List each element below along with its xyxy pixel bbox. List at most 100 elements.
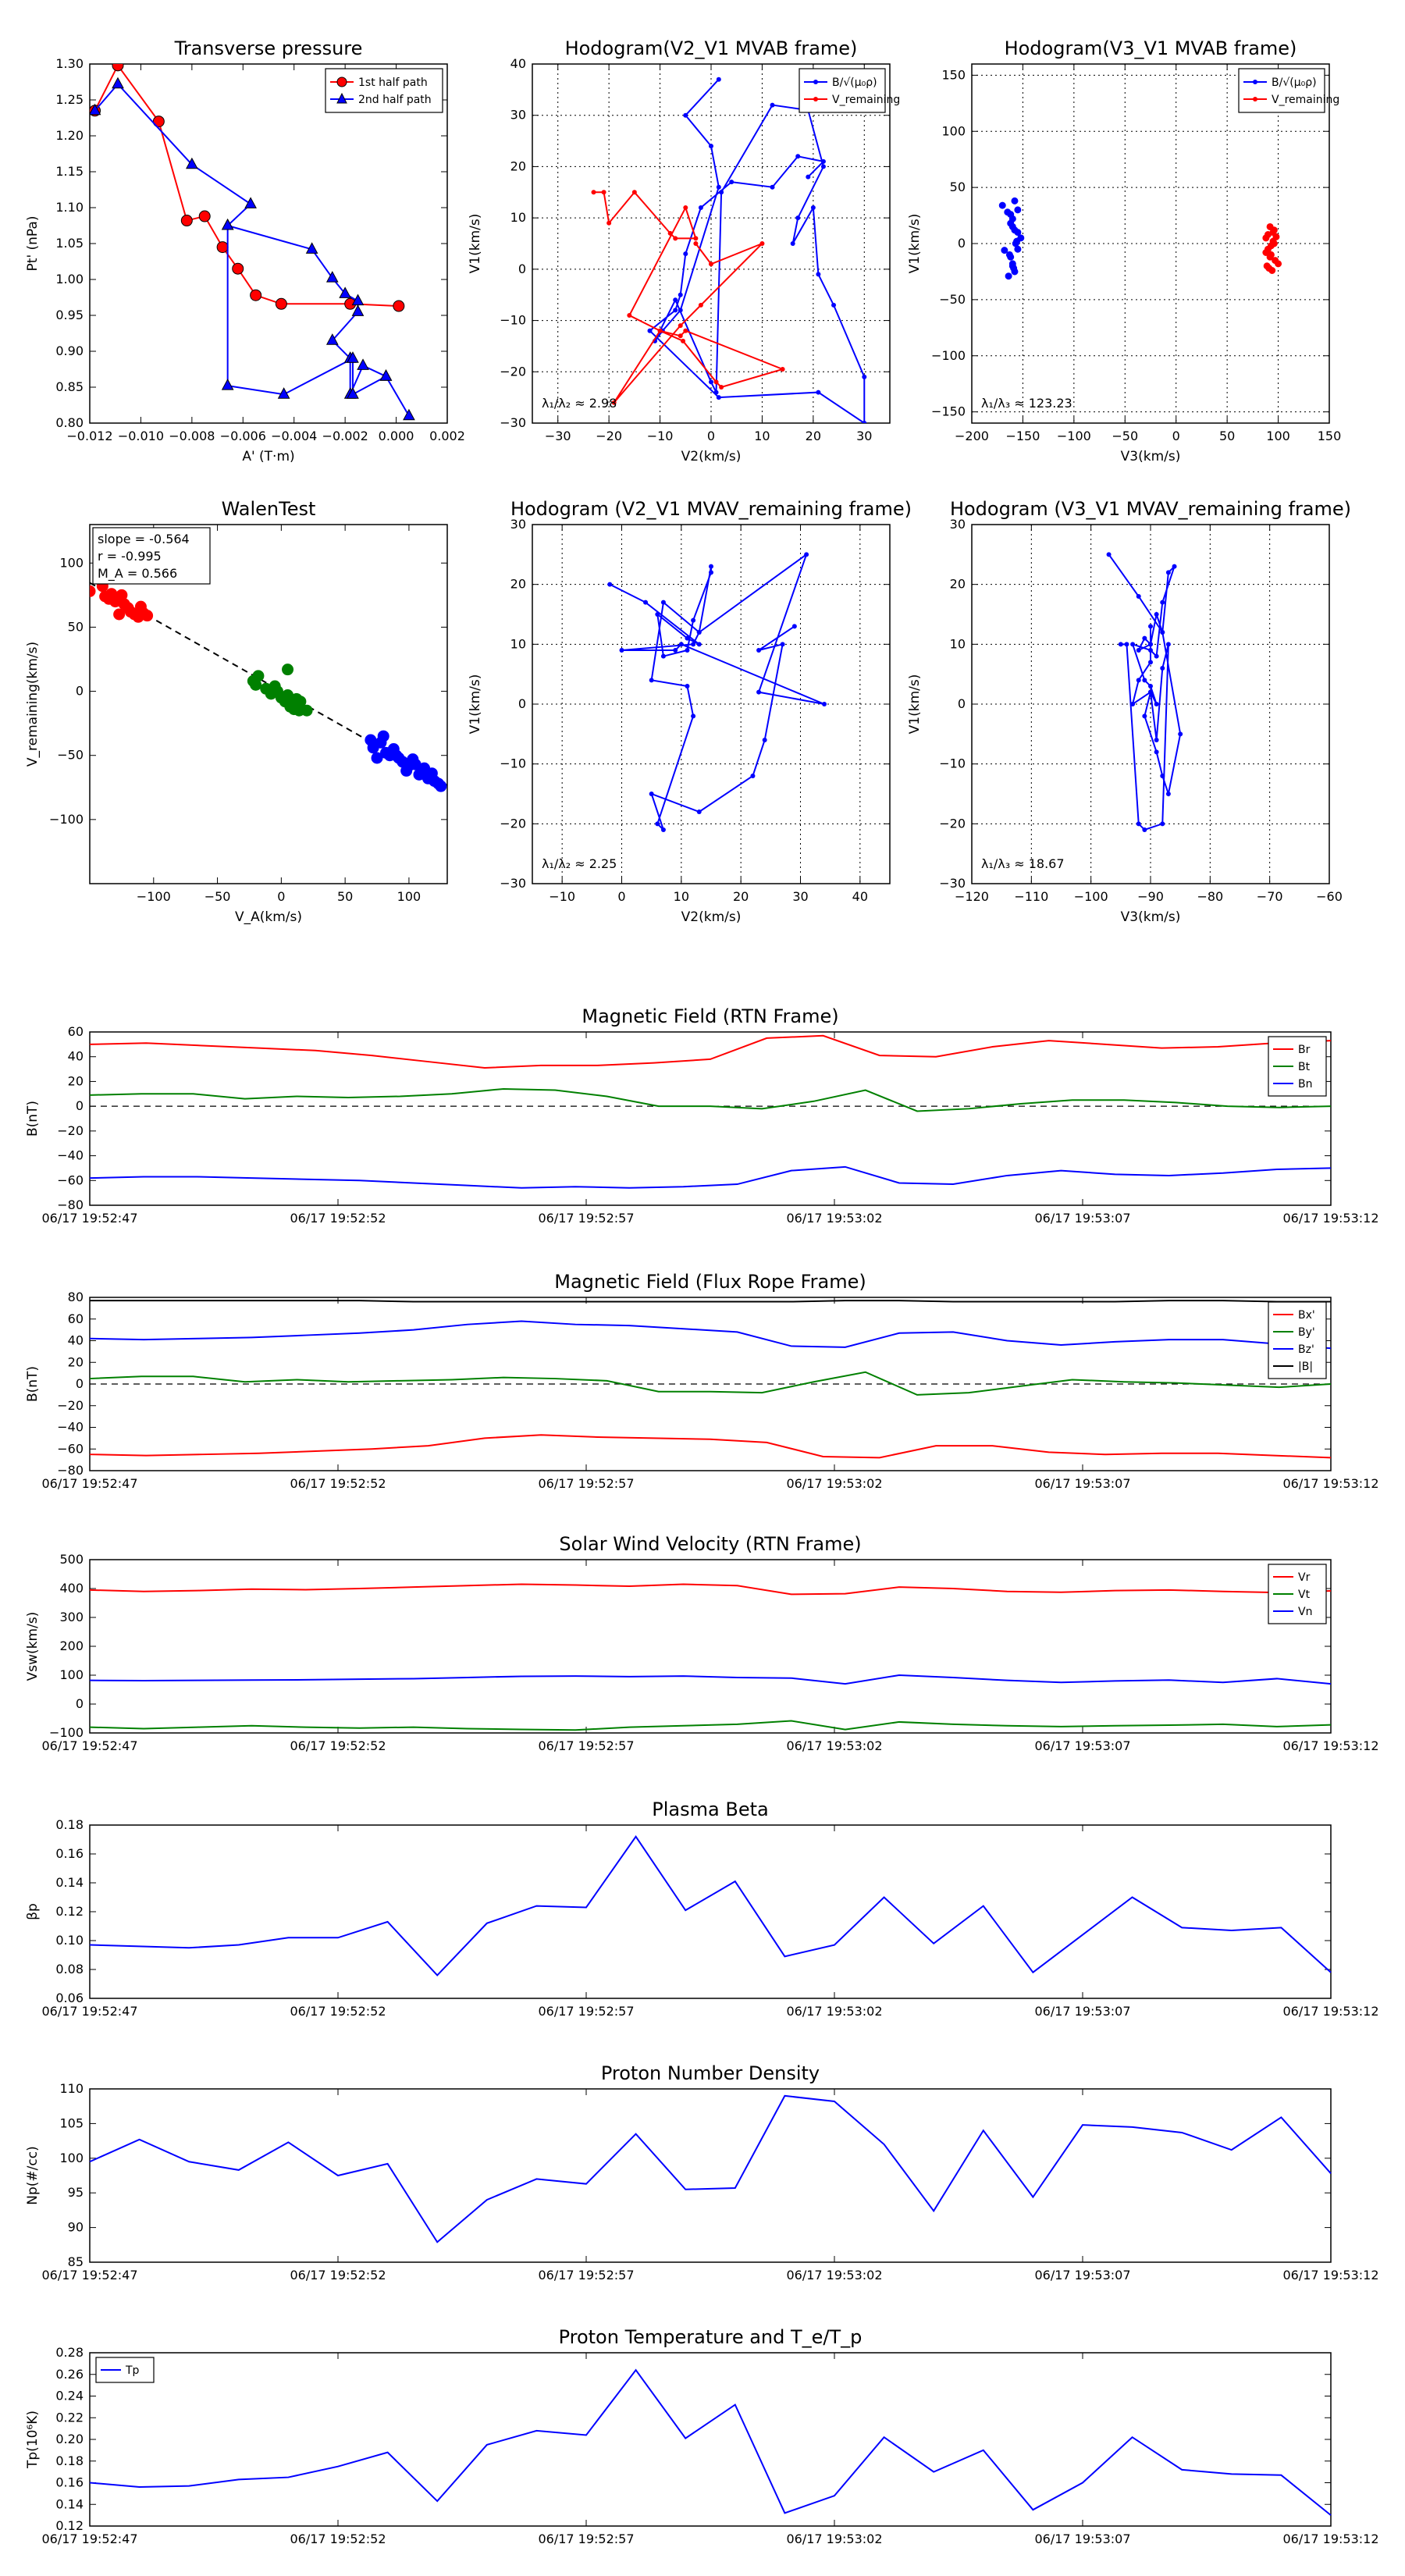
data-point bbox=[288, 700, 301, 713]
x-tick-label: −200 bbox=[955, 429, 989, 443]
data-point bbox=[756, 689, 762, 695]
data-point bbox=[1148, 684, 1153, 688]
y-tick-label: 0 bbox=[958, 696, 966, 711]
chart-h2: Hodogram(V3_V1 MVAB frame) V1(km/s) V3(km/… bbox=[907, 37, 1341, 464]
data-point bbox=[357, 358, 369, 370]
x-tick-label: −80 bbox=[1197, 889, 1223, 904]
chart-title: Solar Wind Velocity (RTN Frame) bbox=[559, 1533, 861, 1555]
stats-line: slope = -0.564 bbox=[98, 532, 190, 546]
data-point bbox=[1142, 635, 1147, 641]
data-point bbox=[693, 241, 699, 246]
y-tick-label: −40 bbox=[57, 1420, 84, 1435]
x-tick-label: 06/17 19:53:02 bbox=[786, 1211, 882, 1226]
data-point bbox=[795, 154, 801, 159]
data-point bbox=[791, 624, 797, 629]
x-tick-label: −100 bbox=[1057, 429, 1091, 443]
y-tick-label: −20 bbox=[57, 1123, 84, 1138]
y-tick-label: 50 bbox=[950, 180, 966, 194]
data-point bbox=[691, 617, 696, 623]
y-tick-label: 50 bbox=[68, 619, 84, 634]
y-tick-label: 150 bbox=[941, 67, 966, 82]
y-tick-label: 0.10 bbox=[55, 1933, 84, 1948]
x-tick-label: 06/17 19:52:47 bbox=[41, 2268, 137, 2282]
series-line-Vt bbox=[89, 1720, 1332, 1731]
y-tick-label: 0 bbox=[76, 1098, 84, 1113]
data-point bbox=[435, 780, 447, 792]
data-point bbox=[1130, 702, 1136, 706]
y-tick-label: 0.06 bbox=[55, 1991, 84, 2005]
stats-box bbox=[92, 527, 211, 585]
data-point bbox=[698, 302, 703, 308]
x-tick-label: −0.004 bbox=[271, 429, 317, 443]
x-tick-label: −100 bbox=[137, 889, 171, 904]
y-tick-label: 10 bbox=[510, 636, 526, 651]
plot-frame bbox=[89, 524, 448, 884]
y-tick-label: 500 bbox=[59, 1552, 84, 1567]
y-tick-label: −80 bbox=[57, 1197, 84, 1212]
data-point bbox=[186, 157, 198, 169]
data-point bbox=[216, 241, 229, 254]
data-point bbox=[713, 390, 719, 395]
data-point bbox=[693, 236, 699, 241]
data-point bbox=[709, 262, 713, 267]
x-tick-label: 0 bbox=[617, 889, 625, 904]
chart-title: Magnetic Field (RTN Frame) bbox=[582, 1005, 838, 1027]
data-point bbox=[377, 730, 389, 742]
legend-label: Vn bbox=[1298, 1606, 1312, 1618]
data-point bbox=[1005, 272, 1012, 280]
x-tick-label: 50 bbox=[337, 889, 353, 904]
data-point bbox=[1142, 678, 1147, 683]
y-tick-label: 200 bbox=[59, 1638, 84, 1653]
data-point bbox=[810, 205, 816, 210]
y-tick-label: −100 bbox=[931, 348, 966, 363]
x-tick-label: −30 bbox=[545, 429, 571, 443]
data-point bbox=[1154, 612, 1159, 617]
x-tick-label: 06/17 19:52:52 bbox=[290, 1211, 386, 1226]
y-axis-label: V1(km/s) bbox=[907, 674, 923, 735]
legend-marker bbox=[336, 92, 347, 104]
data-point bbox=[759, 241, 765, 246]
y-tick-label: 0.08 bbox=[55, 1962, 84, 1976]
x-tick-label: 30 bbox=[792, 889, 808, 904]
x-tick-label: −0.010 bbox=[118, 429, 164, 443]
y-tick-label: −30 bbox=[500, 415, 526, 430]
y-tick-label: 400 bbox=[59, 1581, 84, 1596]
x-tick-label: 06/17 19:52:52 bbox=[290, 2004, 386, 2019]
data-point bbox=[347, 387, 359, 399]
y-tick-label: 0.16 bbox=[55, 2475, 84, 2490]
chart-beta: Plasma Beta βp 06/17 19:52:47 06/17 19:52:5… bbox=[25, 1799, 1379, 2019]
chart-title: WalenTest bbox=[222, 498, 316, 520]
y-tick-label: 0 bbox=[76, 684, 84, 699]
data-point bbox=[683, 205, 688, 210]
data-point bbox=[683, 328, 688, 333]
y-tick-label: 40 bbox=[68, 1049, 84, 1064]
y-tick-label: 300 bbox=[59, 1610, 84, 1624]
y-tick-label: 1.30 bbox=[55, 56, 84, 71]
data-point bbox=[696, 809, 702, 814]
chart-title: Hodogram (V3_V1 MVAV_remaining frame) bbox=[950, 498, 1351, 520]
plot-frame bbox=[89, 1559, 1332, 1734]
legend-marker bbox=[1253, 80, 1257, 84]
data-point bbox=[112, 64, 124, 72]
data-point bbox=[780, 367, 785, 372]
data-point bbox=[1148, 648, 1153, 653]
data-point bbox=[1154, 653, 1159, 659]
y-axis-label: βp bbox=[25, 1903, 41, 1920]
data-point bbox=[678, 308, 683, 313]
y-tick-label: −20 bbox=[500, 816, 526, 831]
x-tick-label: 06/17 19:52:47 bbox=[41, 1211, 137, 1226]
y-tick-label: 110 bbox=[59, 2081, 84, 2096]
x-tick-label: −120 bbox=[955, 889, 989, 904]
data-point bbox=[1136, 821, 1141, 827]
data-point bbox=[683, 251, 688, 257]
data-point bbox=[1165, 642, 1171, 647]
series-line-B bbox=[90, 1300, 1331, 1303]
x-tick-label: 10 bbox=[674, 889, 689, 904]
x-tick-label: 06/17 19:53:12 bbox=[1282, 1211, 1378, 1226]
data-point bbox=[1160, 630, 1165, 635]
data-point bbox=[820, 164, 826, 169]
data-point bbox=[1118, 642, 1123, 647]
data-point bbox=[756, 648, 762, 653]
x-axis-label: A' (T·m) bbox=[242, 449, 294, 464]
